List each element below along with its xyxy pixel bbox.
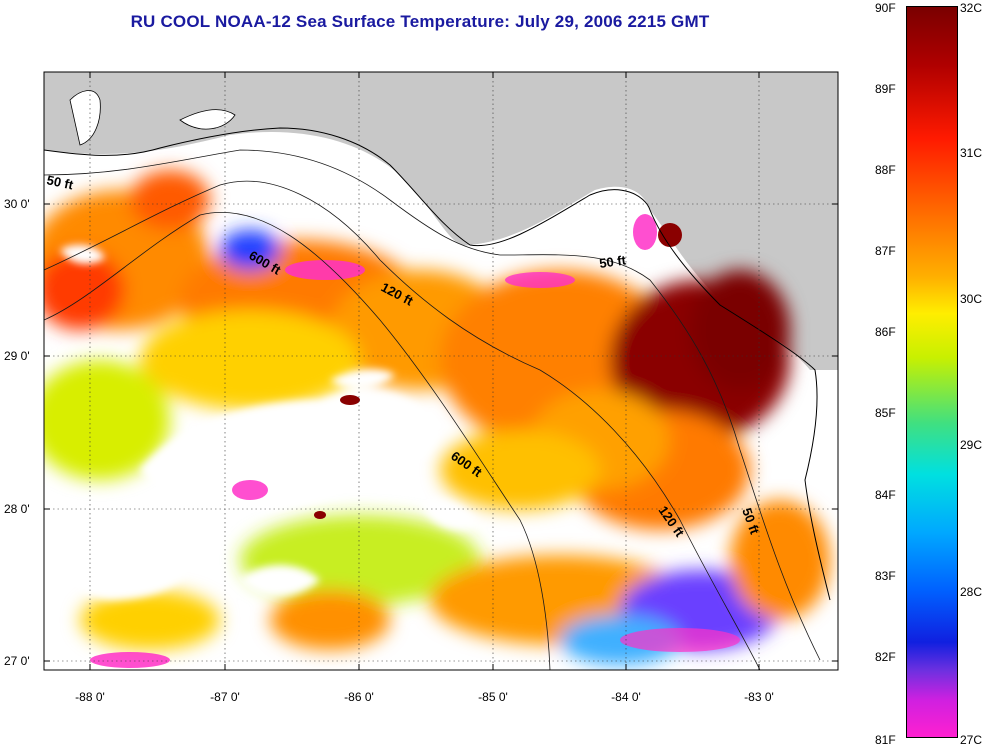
contour-label: 50 ft [598, 252, 627, 271]
colorbar-c-label: 30C [960, 292, 983, 306]
colorbar-f-label: 82F [875, 650, 896, 664]
colorbar-c-label: 32C [960, 1, 983, 15]
lon-label: -85 0' [478, 690, 508, 704]
lat-label: 30 0' [4, 197, 30, 211]
coastline [44, 127, 831, 601]
lat-label: 28 0' [4, 502, 30, 516]
cold-patches [90, 214, 740, 668]
colorbar-f-label: 87F [875, 244, 896, 258]
contour-120ft [44, 180, 761, 670]
lat-label: 27 0' [4, 654, 30, 668]
lon-label: -88 0' [75, 690, 105, 704]
grid [44, 72, 838, 670]
colorbar-f-label: 89F [875, 82, 896, 96]
cloud-mask [59, 244, 480, 600]
lon-label: -84 0' [611, 690, 641, 704]
map-title: RU COOL NOAA-12 Sea Surface Temperature:… [130, 12, 710, 31]
map-frame [43, 71, 839, 671]
colorbar-f-label: 81F [875, 733, 896, 747]
colorbar-f-label: 85F [875, 406, 896, 420]
contour-600ft [44, 211, 551, 670]
contour-50ft [44, 149, 821, 661]
colorbar-f-label: 84F [875, 488, 896, 502]
colorbar-f-label: 83F [875, 569, 896, 583]
contour-label: 50 ft [45, 172, 75, 192]
lon-label: -86 0' [344, 690, 374, 704]
colorbar-f-label: 90F [875, 1, 896, 15]
temperature-colorbar [906, 6, 958, 738]
colorbar-c-label: 28C [960, 585, 983, 599]
lon-label: -83 0' [744, 690, 774, 704]
colorbar-c-label: 27C [960, 733, 983, 747]
colorbar-f-label: 88F [875, 163, 896, 177]
sst-field [44, 170, 830, 665]
lat-label: 29 0' [4, 349, 30, 363]
colorbar-c-label: 29C [960, 438, 983, 452]
colorbar-c-label: 31C [960, 146, 983, 160]
colorbar-f-label: 86F [875, 325, 896, 339]
lon-label: -87 0' [210, 690, 240, 704]
